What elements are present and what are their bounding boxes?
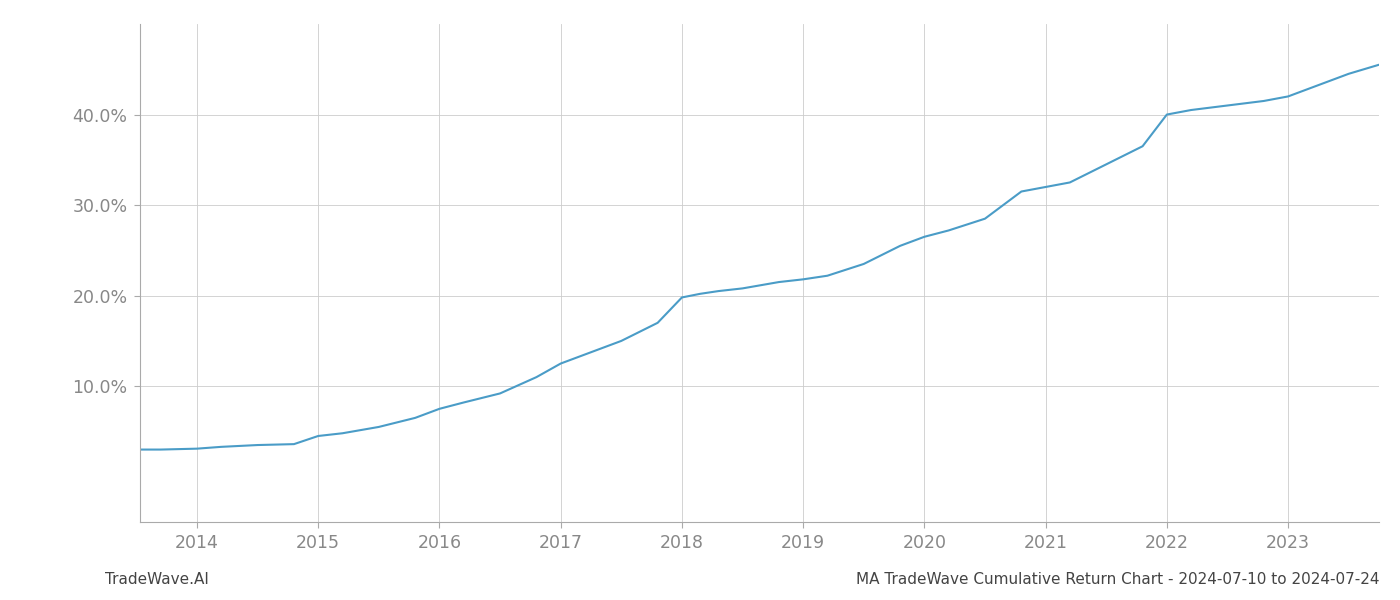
Text: TradeWave.AI: TradeWave.AI (105, 572, 209, 587)
Text: MA TradeWave Cumulative Return Chart - 2024-07-10 to 2024-07-24: MA TradeWave Cumulative Return Chart - 2… (855, 572, 1379, 587)
